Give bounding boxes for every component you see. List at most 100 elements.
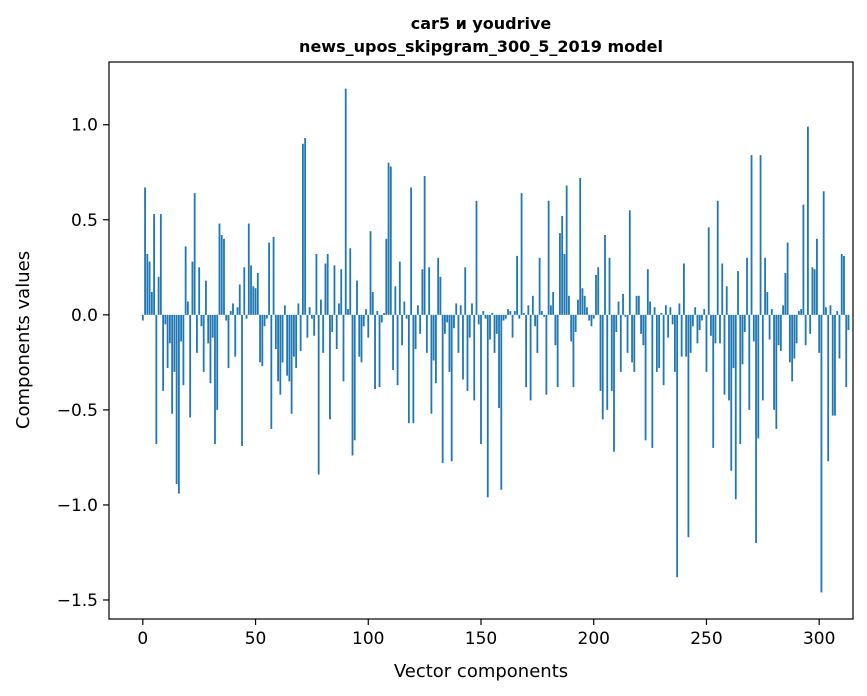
bar — [245, 314, 248, 319]
chart-title-line-1: car5 и youdrive — [411, 14, 552, 33]
bar — [622, 293, 624, 315]
bar — [301, 143, 304, 315]
bar — [380, 314, 383, 323]
bar — [737, 271, 739, 315]
bar — [498, 314, 500, 408]
bar — [513, 311, 516, 315]
bar — [793, 314, 796, 359]
bar — [712, 314, 715, 448]
bar — [565, 185, 568, 315]
bar — [807, 126, 809, 315]
bar — [764, 257, 766, 315]
bar — [173, 314, 176, 372]
bar — [543, 314, 546, 317]
bar — [292, 314, 295, 357]
bar — [773, 314, 775, 410]
bar — [392, 314, 394, 370]
bar — [640, 314, 642, 334]
bar — [254, 288, 257, 315]
bar — [342, 314, 345, 382]
bar — [416, 305, 419, 315]
bar — [432, 314, 435, 361]
bar — [304, 138, 307, 315]
bar — [719, 314, 721, 344]
bar — [306, 314, 309, 338]
bar — [295, 314, 298, 369]
bar — [277, 314, 279, 382]
bar — [238, 284, 241, 315]
bar — [448, 314, 451, 372]
bar — [608, 257, 611, 315]
bar — [491, 312, 494, 315]
bar — [320, 299, 322, 315]
bar — [669, 307, 672, 315]
bar — [256, 273, 259, 315]
bar — [187, 301, 189, 315]
bar — [628, 210, 631, 315]
bar — [707, 227, 710, 315]
bar — [556, 314, 559, 388]
bar — [414, 314, 417, 350]
bar — [227, 314, 230, 369]
bar — [730, 314, 733, 471]
bar — [834, 314, 836, 416]
bar — [583, 295, 586, 315]
bar — [184, 246, 187, 315]
bar — [407, 314, 410, 424]
bar — [786, 242, 789, 315]
plot-frame — [108, 61, 854, 620]
bar — [290, 314, 293, 414]
bar — [329, 314, 331, 420]
x-axis-label: Vector components — [394, 661, 568, 682]
bar — [664, 305, 667, 315]
bar — [495, 314, 498, 334]
bar — [613, 314, 615, 452]
bar — [741, 314, 744, 365]
bar — [705, 314, 708, 372]
bar — [694, 307, 697, 315]
bar — [166, 314, 169, 369]
bar — [360, 314, 363, 363]
bar — [696, 314, 699, 344]
bar — [263, 314, 266, 327]
bar — [234, 314, 237, 357]
bar — [660, 312, 663, 315]
bar — [218, 223, 221, 315]
bar — [568, 295, 570, 315]
bar — [153, 214, 155, 315]
bar — [462, 314, 464, 380]
bar — [516, 255, 518, 315]
bar — [270, 314, 273, 429]
bar — [335, 314, 338, 350]
bar — [710, 314, 712, 336]
bar — [326, 254, 329, 315]
bar — [193, 193, 196, 315]
bar — [520, 193, 523, 315]
bar — [155, 314, 158, 445]
bar — [761, 314, 764, 401]
bar — [189, 314, 192, 418]
bar — [816, 238, 818, 315]
bar — [791, 314, 794, 382]
bar — [209, 314, 212, 384]
bar — [748, 314, 751, 410]
bar — [658, 314, 661, 369]
bar — [146, 254, 149, 315]
bar — [401, 314, 403, 346]
bar — [349, 248, 352, 315]
bar — [788, 314, 791, 363]
bar — [423, 176, 426, 315]
bar — [574, 314, 577, 332]
bar — [604, 234, 606, 315]
bar — [545, 314, 548, 395]
x-tick-label: 250 — [690, 629, 722, 649]
bar — [283, 305, 286, 315]
bar — [500, 314, 503, 490]
bar — [667, 314, 670, 338]
bar — [412, 314, 415, 424]
bar — [631, 314, 633, 363]
bar — [405, 314, 408, 319]
bar — [572, 314, 575, 388]
bar — [559, 233, 561, 315]
bar — [601, 314, 604, 420]
